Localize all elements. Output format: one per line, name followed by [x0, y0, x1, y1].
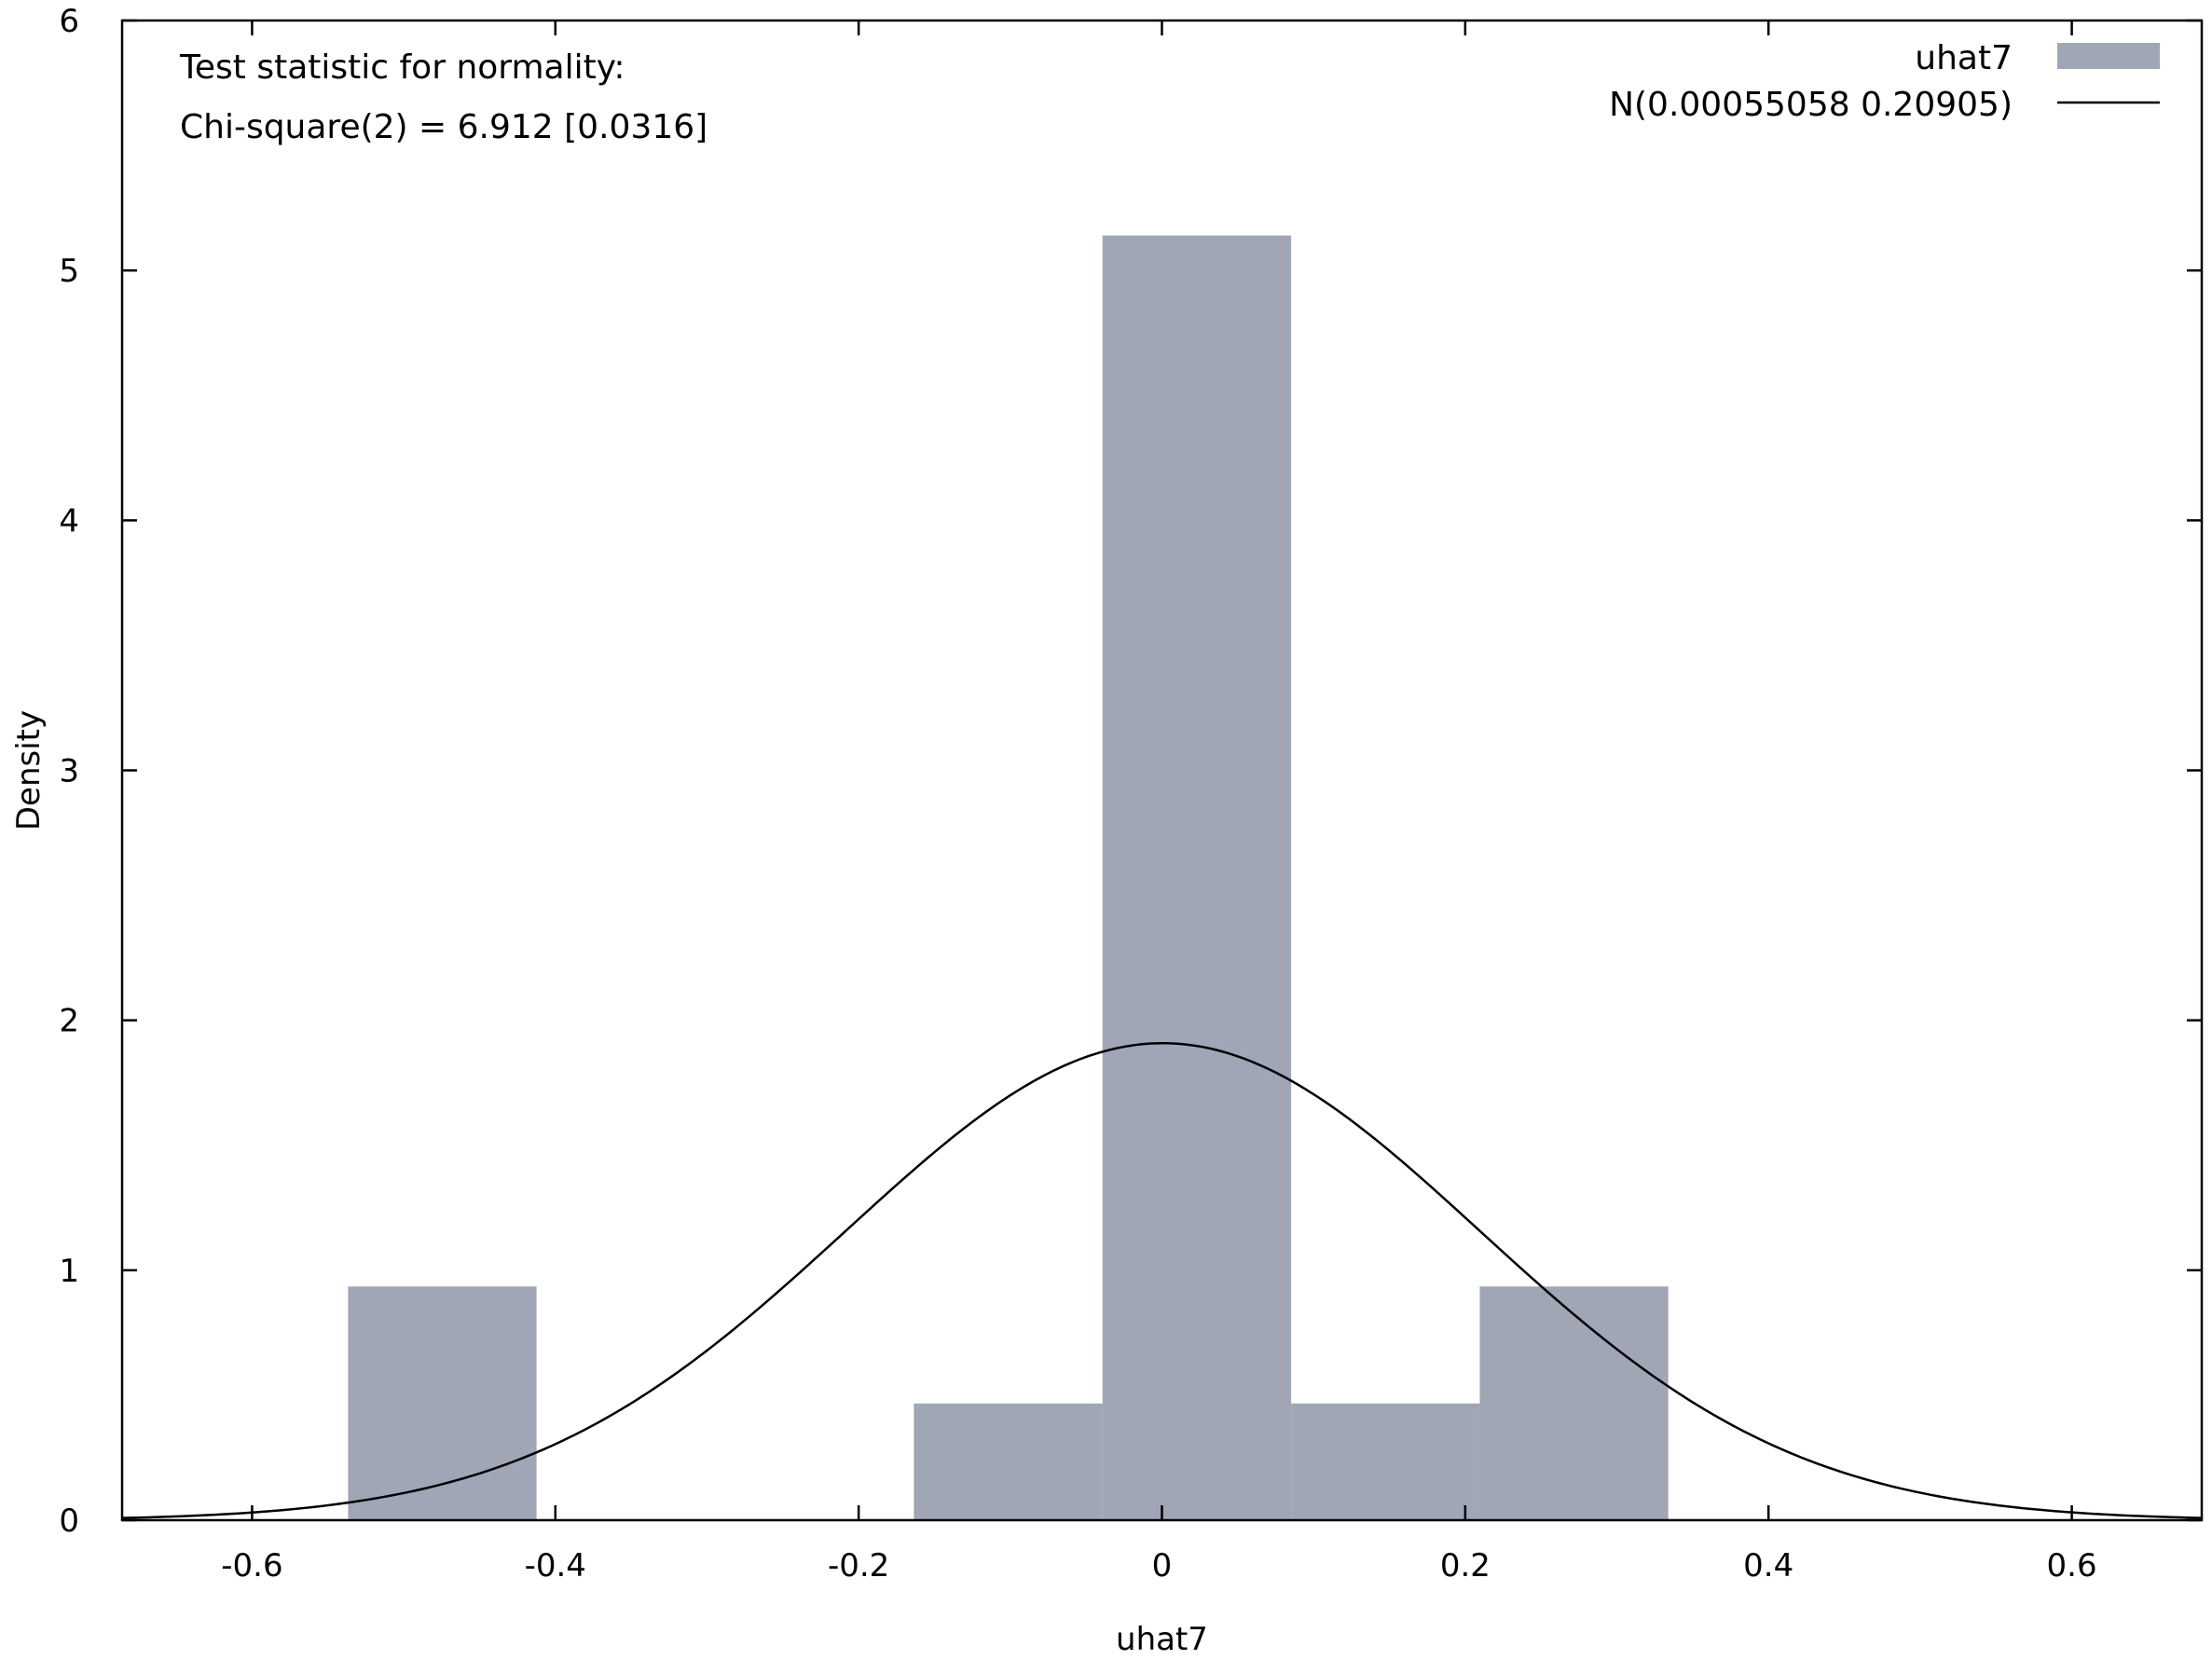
y-tick-label: 4	[59, 502, 79, 540]
y-tick-label: 5	[59, 253, 79, 290]
normality-test-title: Test statistic for normality:	[179, 48, 625, 87]
legend-label-normal: N(0.00055058 0.20905)	[1609, 86, 2013, 124]
histogram-bars	[348, 235, 1669, 1521]
x-tick-label: -0.2	[828, 1547, 889, 1585]
x-tick-label: 0.4	[1743, 1547, 1793, 1585]
x-tick-label: 0.6	[2047, 1547, 2097, 1585]
normal-curve-line	[121, 1041, 2203, 1519]
x-tick-label: 0	[1152, 1547, 1173, 1585]
axis-ticks: -0.6 -0.4 -0.2 0 0.2 0.4 0.6 0 1 2 3 4 5 6	[59, 3, 2202, 1585]
y-tick-label: 0	[59, 1502, 79, 1540]
x-tick-label: -0.4	[525, 1547, 586, 1585]
chi-square-statistic: Chi-square(2) = 6.912 [0.0316]	[180, 108, 708, 146]
legend-swatch-histogram	[2057, 43, 2160, 69]
y-tick-label: 3	[59, 753, 79, 790]
y-tick-label: 1	[59, 1253, 79, 1290]
histogram-bar-2	[1102, 235, 1292, 1521]
legend: uhat7 N(0.00055058 0.20905)	[1609, 39, 2160, 124]
x-axis-label: uhat7	[1116, 1621, 1208, 1658]
y-tick-label: 6	[59, 3, 79, 40]
histogram-bar-4	[1479, 1286, 1669, 1520]
y-tick-label: 2	[59, 1003, 79, 1040]
histogram-bar-0	[348, 1286, 537, 1520]
histogram-bar-1	[914, 1403, 1103, 1520]
histogram-bar-3	[1291, 1403, 1480, 1520]
y-axis-label: Density	[10, 710, 48, 830]
x-tick-label: -0.6	[221, 1547, 282, 1585]
x-tick-label: 0.2	[1440, 1547, 1491, 1585]
legend-label-histogram: uhat7	[1915, 39, 2013, 77]
